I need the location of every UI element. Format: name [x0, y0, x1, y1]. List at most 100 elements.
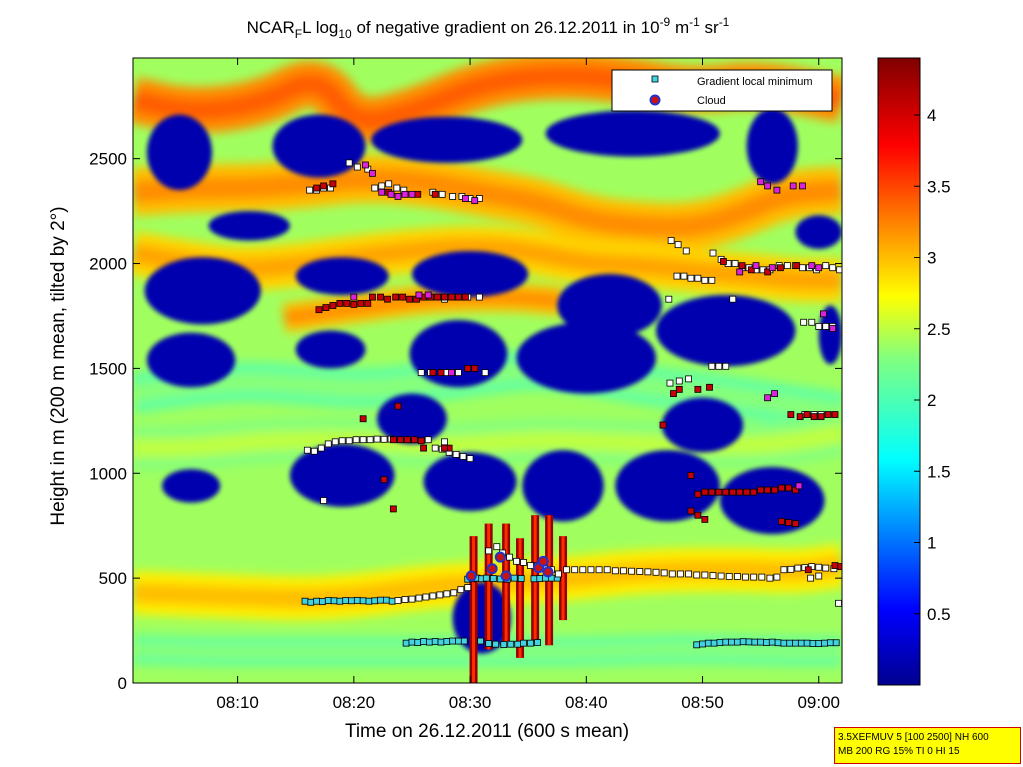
legend: Gradient local minimum Cloud: [611, 69, 833, 112]
gradient-min-point-s2-86: [793, 262, 801, 270]
gradient-min-point-s3-13: [764, 394, 772, 402]
gradient-min-point-s3-2: [378, 188, 386, 196]
gradient-min-point-s1-29: [620, 567, 627, 575]
gradient-min-point-s1-60: [303, 446, 311, 454]
gradient-min-point-s1-28: [611, 567, 619, 575]
low-gradient-patch-17: [423, 452, 517, 512]
gradient-min-point-s2-44: [687, 471, 695, 479]
gradient-min-point-s2-50: [729, 488, 737, 496]
gradient-min-point-s0-46: [530, 575, 538, 583]
cloud-column-core-0: [472, 536, 476, 683]
gradient-min-point-s1-141: [808, 318, 816, 326]
gradient-min-point-s3-5: [401, 190, 409, 198]
gradient-min-point-s1-104: [345, 159, 353, 167]
gradient-min-point-s2-42: [414, 190, 422, 198]
gradient-min-point-s2-72: [796, 413, 804, 421]
gradient-min-point-s1-37: [685, 570, 692, 578]
gradient-min-point-s2-68: [675, 385, 683, 393]
gradient-min-point-s2-54: [757, 486, 765, 494]
gradient-min-point-s3-22: [768, 264, 776, 272]
gradient-min-point-s1-9: [457, 586, 465, 594]
gradient-min-point-s2-49: [722, 488, 730, 496]
gradient-min-point-s0-64: [768, 638, 776, 646]
gradient-min-point-s2-1: [396, 436, 404, 444]
gradient-min-point-s0-23: [443, 638, 451, 645]
cloud-point-6: [542, 566, 554, 578]
gradient-min-point-s0-43: [520, 639, 527, 647]
gradient-min-point-s2-55: [764, 486, 772, 494]
gradient-min-point-s1-65: [338, 437, 346, 445]
gradient-min-point-s2-81: [720, 258, 727, 265]
gradient-min-point-s1-68: [359, 436, 367, 444]
gradient-min-point-s0-15: [388, 597, 396, 605]
gradient-min-point-s2-71: [787, 411, 795, 418]
y-tick-label-1: 500: [99, 569, 127, 588]
low-gradient-patch-18: [522, 450, 604, 522]
gradient-min-point-s2-7: [441, 444, 448, 452]
gradient-min-point-s3-23: [808, 262, 816, 270]
gradient-min-point-s0-13: [377, 596, 384, 604]
gradient-min-point-s1-140: [800, 318, 808, 326]
gradient-min-point-s1-63: [324, 440, 332, 448]
gradient-min-point-s0-75: [832, 639, 840, 647]
gradient-min-point-s2-51: [736, 488, 744, 496]
gradient-min-point-s0-11: [365, 597, 373, 605]
gradient-min-point-s0-36: [517, 575, 525, 582]
heatmap-plot-area: [133, 58, 842, 683]
gradient-min-point-s1-113: [673, 272, 681, 280]
low-gradient-patch-10: [409, 320, 508, 388]
gradient-min-point-s1-114: [680, 272, 688, 280]
gradient-min-point-s0-38: [485, 640, 493, 647]
gradient-min-point-s1-21: [555, 570, 562, 578]
gradient-min-point-s2-73: [803, 411, 811, 418]
gradient-min-point-s2-27: [329, 302, 337, 309]
gradient-min-point-s1-90: [455, 369, 462, 376]
gradient-min-point-s0-0: [301, 597, 309, 605]
gradient-min-point-s1-40: [709, 572, 717, 580]
x-tick-label-2: 08:30: [449, 693, 492, 712]
colorbar-tick-label-3: 2: [927, 391, 936, 410]
low-gradient-patch-16: [289, 443, 395, 507]
legend-marker-cloud: [649, 94, 661, 106]
gradient-min-point-s1-139: [836, 266, 842, 274]
gradient-min-point-s1-150: [685, 375, 692, 383]
gradient-min-point-s1-81: [320, 497, 328, 504]
gradient-min-point-s2-46: [701, 488, 709, 496]
gradient-min-point-s0-26: [460, 637, 468, 645]
gradient-min-point-s1-80: [441, 438, 448, 446]
gradient-min-point-s1-70: [373, 435, 381, 443]
gradient-min-point-s0-10: [359, 597, 367, 605]
gradient-min-point-s1-146: [715, 362, 723, 370]
gradient-min-point-s2-45: [694, 490, 702, 498]
gradient-min-point-s1-31: [636, 568, 644, 575]
gradient-min-point-s2-39: [455, 293, 462, 301]
gradient-min-point-s0-68: [792, 639, 799, 647]
y-tick-label-2: 1000: [89, 464, 127, 483]
gradient-min-point-s2-36: [434, 293, 441, 301]
gradient-min-point-s1-64: [331, 438, 339, 446]
x-tick-label-0: 08:10: [216, 693, 259, 712]
gradient-min-point-s1-138: [829, 264, 837, 272]
gradient-min-point-s0-54: [710, 639, 718, 647]
gradient-min-point-s3-26: [829, 325, 837, 332]
gradient-min-point-s2-60: [687, 507, 695, 515]
x-tick-label-3: 08:40: [565, 693, 608, 712]
gradient-min-point-s3-20: [736, 268, 744, 276]
gradient-min-point-s0-60: [745, 638, 753, 646]
gradient-min-point-s3-15: [757, 178, 765, 186]
gradient-min-point-s1-148: [666, 379, 674, 387]
gradient-min-point-s1-15: [513, 557, 520, 565]
colorbar: 0.5 1 1.5 2 2.5 3 3.5 4: [877, 57, 951, 686]
gradient-min-point-s0-65: [774, 639, 782, 647]
gradient-min-point-s0-12: [371, 597, 379, 605]
legend-label-cloud: Cloud: [697, 95, 726, 107]
low-gradient-patch-22: [208, 211, 290, 241]
low-gradient-patch-6: [295, 257, 389, 295]
gradient-min-point-s2-70: [659, 421, 667, 429]
gradient-min-point-s1-112: [665, 295, 673, 303]
gradient-min-point-s1-137: [822, 262, 830, 270]
colorbar-ticks: 0.5 1 1.5 2 2.5 3 3.5 4: [914, 106, 951, 624]
gradient-min-point-s3-12: [448, 369, 455, 376]
gradient-min-point-s2-64: [785, 519, 792, 526]
cloud-point-3: [500, 570, 512, 582]
